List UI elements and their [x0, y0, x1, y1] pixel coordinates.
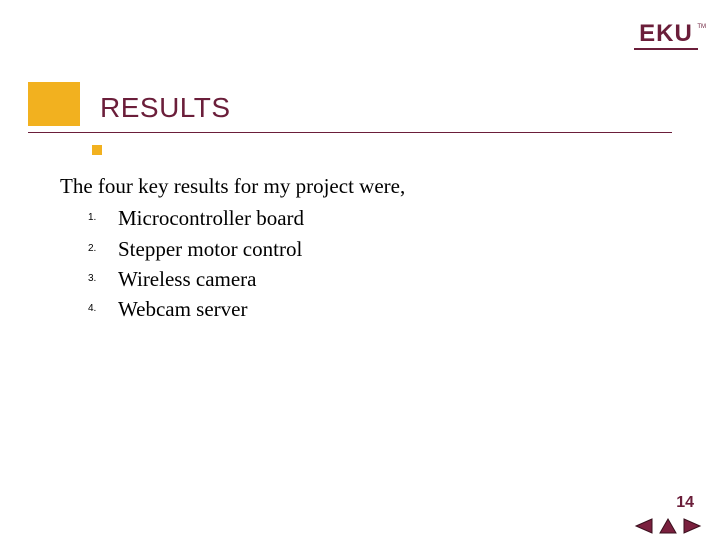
intro-text: The four key results for my project were… — [60, 172, 660, 200]
list-item-number: 1. — [88, 211, 96, 225]
page-number: 14 — [676, 494, 694, 512]
list-item-text: Wireless camera — [118, 267, 257, 291]
slide: EKU TM RESULTS The four key results for … — [0, 0, 720, 540]
list-item-text: Webcam server — [118, 297, 248, 321]
list-item-text: Microcontroller board — [118, 206, 304, 230]
nav-controls — [634, 518, 702, 534]
list-item-number: 4. — [88, 302, 96, 316]
logo-trademark: TM — [697, 24, 706, 30]
list-item: 1. Microcontroller board — [118, 204, 660, 232]
title-accent-block — [28, 82, 80, 126]
logo-text: EKU — [634, 22, 698, 46]
accent-mini-square — [92, 145, 102, 155]
slide-content: The four key results for my project were… — [60, 172, 660, 326]
list-item-number: 2. — [88, 242, 96, 256]
university-logo: EKU TM — [634, 22, 698, 50]
list-item: 3. Wireless camera — [118, 265, 660, 293]
nav-next-icon[interactable] — [682, 518, 702, 534]
nav-prev-icon[interactable] — [634, 518, 654, 534]
list-item: 4. Webcam server — [118, 295, 660, 323]
list-item: 2. Stepper motor control — [118, 235, 660, 263]
results-list: 1. Microcontroller board 2. Stepper moto… — [60, 204, 660, 323]
list-item-text: Stepper motor control — [118, 237, 302, 261]
logo-underline — [634, 48, 698, 50]
slide-title: RESULTS — [100, 92, 231, 124]
nav-home-icon[interactable] — [658, 518, 678, 534]
title-underline — [28, 132, 672, 133]
list-item-number: 3. — [88, 272, 96, 286]
